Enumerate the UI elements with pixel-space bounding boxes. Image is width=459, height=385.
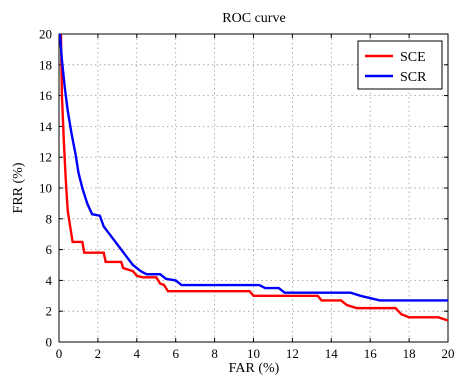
y-tick-label: 16: [39, 88, 53, 103]
y-tick-label: 6: [46, 242, 53, 257]
y-tick-label: 8: [46, 211, 53, 226]
y-axis-label: FRR (%): [11, 162, 26, 213]
x-tick-label: 6: [172, 346, 179, 361]
chart-title: ROC curve: [222, 11, 285, 26]
y-tick-label: 2: [46, 304, 53, 319]
x-tick-label: 18: [403, 346, 416, 361]
y-tick-label: 20: [39, 27, 52, 42]
x-tick-label: 2: [95, 346, 102, 361]
legend-label-sce: SCE: [400, 50, 426, 65]
x-tick-label: 20: [442, 346, 455, 361]
y-tick-label: 10: [39, 181, 52, 196]
y-tick-label: 0: [46, 335, 53, 350]
series-line-scr: [58, 33, 448, 302]
series-line-sce: [59, 33, 449, 322]
y-tick-label: 12: [39, 150, 52, 165]
legend-label-scr: SCR: [400, 70, 427, 85]
y-tick-label: 14: [39, 119, 53, 134]
x-tick-label: 8: [211, 346, 218, 361]
x-tick-label: 16: [364, 346, 378, 361]
x-tick-label: 14: [325, 346, 339, 361]
x-tick-label: 4: [134, 346, 141, 361]
legend-box: [357, 40, 443, 90]
x-axis-label: FAR (%): [229, 361, 280, 376]
y-tick-label: 18: [39, 57, 52, 72]
x-tick-label: 10: [247, 346, 260, 361]
y-tick-label: 4: [46, 273, 53, 288]
x-tick-label: 0: [56, 346, 63, 361]
x-tick-label: 12: [286, 346, 299, 361]
plot-frame: [58, 33, 449, 343]
